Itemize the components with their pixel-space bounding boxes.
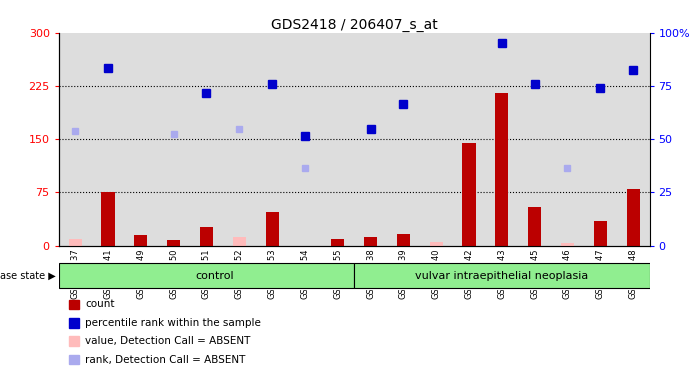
Text: disease state ▶: disease state ▶ (0, 270, 55, 281)
Bar (495, 93, 509, 246)
Bar (561, 243, 574, 246)
Bar (157, 33, 190, 246)
Bar (430, 242, 443, 246)
Bar (419, 33, 453, 246)
Text: control: control (196, 270, 234, 281)
Text: value, Detection Call = ABSENT: value, Detection Call = ABSENT (85, 336, 250, 346)
Bar (616, 33, 650, 246)
Bar (594, 221, 607, 246)
Bar (354, 33, 387, 246)
Bar (397, 234, 410, 246)
Bar (256, 33, 288, 246)
Bar (233, 237, 246, 246)
Text: vulvar intraepithelial neoplasia: vulvar intraepithelial neoplasia (415, 270, 589, 281)
FancyBboxPatch shape (354, 263, 650, 288)
Bar (518, 33, 551, 246)
Bar (190, 33, 223, 246)
Bar (167, 240, 180, 246)
Bar (134, 235, 147, 246)
Bar (91, 33, 124, 246)
Title: GDS2418 / 206407_s_at: GDS2418 / 206407_s_at (271, 18, 437, 31)
Bar (462, 143, 475, 246)
Bar (331, 239, 344, 246)
Bar (124, 33, 157, 246)
FancyBboxPatch shape (59, 263, 354, 288)
Bar (223, 33, 256, 246)
Bar (453, 33, 485, 246)
Bar (59, 33, 91, 246)
Text: percentile rank within the sample: percentile rank within the sample (85, 318, 261, 328)
Bar (200, 227, 213, 246)
Bar (321, 33, 354, 246)
Text: count: count (85, 299, 115, 310)
Bar (485, 33, 518, 246)
Bar (627, 189, 640, 246)
Bar (288, 33, 321, 246)
Bar (364, 237, 377, 246)
Bar (387, 33, 419, 246)
Text: rank, Detection Call = ABSENT: rank, Detection Call = ABSENT (85, 354, 245, 365)
Bar (528, 207, 541, 246)
Bar (68, 239, 82, 246)
Bar (265, 212, 278, 246)
Bar (584, 33, 616, 246)
Bar (102, 192, 115, 246)
Bar (551, 33, 584, 246)
